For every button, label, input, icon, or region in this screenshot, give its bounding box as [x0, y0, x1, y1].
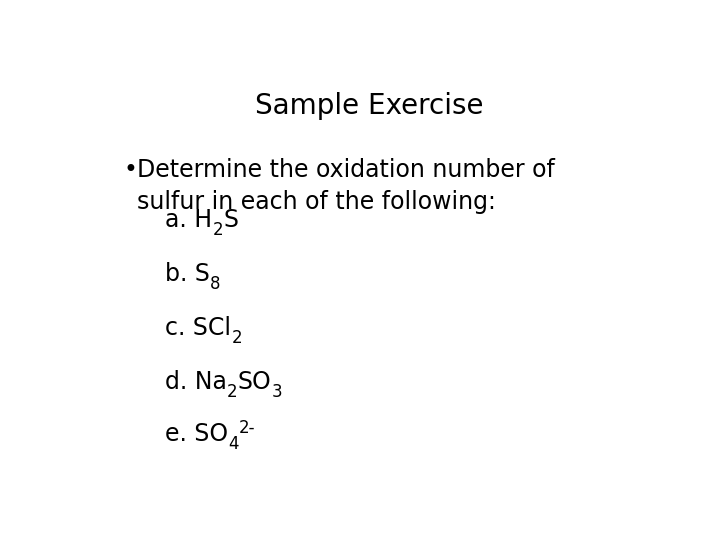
Text: 2: 2: [212, 221, 223, 239]
Text: S: S: [223, 208, 238, 232]
Text: sulfur in each of the following:: sulfur in each of the following:: [138, 190, 496, 213]
Text: c. SCl: c. SCl: [166, 316, 231, 340]
Text: Determine the oxidation number of: Determine the oxidation number of: [138, 158, 555, 183]
Text: d. Na: d. Na: [166, 370, 228, 394]
Text: e. SO: e. SO: [166, 422, 228, 446]
Text: 4: 4: [228, 435, 239, 453]
Text: 2: 2: [231, 329, 242, 347]
Text: SO: SO: [238, 370, 271, 394]
Text: 8: 8: [210, 275, 221, 293]
Text: b. S: b. S: [166, 262, 210, 286]
Text: 2: 2: [228, 383, 238, 401]
Text: •: •: [124, 158, 138, 183]
Text: Sample Exercise: Sample Exercise: [255, 92, 483, 120]
Text: 3: 3: [271, 383, 282, 401]
Text: a. H: a. H: [166, 208, 212, 232]
Text: 2-: 2-: [239, 419, 256, 437]
